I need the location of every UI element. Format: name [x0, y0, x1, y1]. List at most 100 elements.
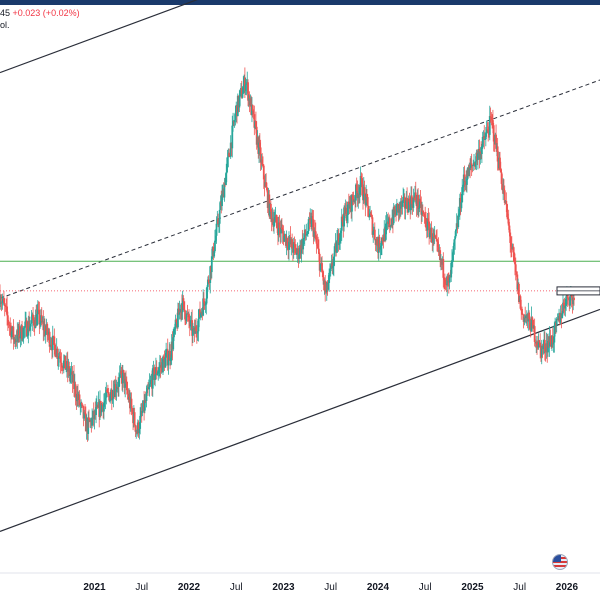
candle-body [492, 125, 495, 142]
x-tick-label: Jul [135, 582, 148, 593]
us-flag-icon[interactable] [552, 554, 568, 570]
candle-body [378, 237, 381, 250]
candle-body [414, 192, 417, 201]
candle-body [552, 342, 555, 345]
candle-body [361, 178, 364, 196]
candle-body [229, 142, 232, 157]
candle-body [555, 318, 558, 325]
candle-body [392, 206, 395, 224]
candle-body [59, 358, 62, 363]
candle-body [317, 245, 320, 249]
candle-body [447, 275, 449, 281]
candle-body [258, 142, 261, 148]
top-strip [0, 0, 600, 5]
candle-body [427, 218, 430, 222]
candle-body [195, 326, 197, 332]
candle-body [234, 112, 237, 120]
channel-line-dashed-1 [0, 79, 600, 299]
candle-body [468, 165, 471, 177]
candle-body [369, 213, 372, 216]
candle-body [448, 274, 451, 283]
candle-body [521, 314, 524, 315]
candle-body [221, 194, 223, 207]
candle-body [115, 389, 118, 392]
candle-body [55, 356, 57, 358]
candle-body [562, 302, 564, 314]
candle-body [214, 235, 217, 241]
candle-body [25, 320, 28, 337]
candle-body [124, 379, 127, 388]
candle-body [406, 197, 408, 209]
candle-body [174, 319, 177, 329]
candle-body [539, 342, 542, 348]
candle-body [39, 322, 42, 325]
candle-body [32, 314, 34, 321]
candle-body [276, 223, 279, 228]
candle-body [162, 356, 164, 373]
candle-body [444, 284, 447, 285]
candle-body [462, 186, 464, 188]
candle-body [29, 326, 31, 330]
candle-body [516, 274, 519, 290]
candle-body [240, 87, 243, 98]
position-marker[interactable] [556, 286, 600, 296]
candle-body [36, 309, 39, 315]
candle-body [346, 214, 349, 221]
candle-body [395, 203, 398, 216]
candle-body [492, 120, 494, 126]
candle-body [310, 216, 313, 228]
candle-body [189, 320, 192, 327]
candle-body [8, 324, 11, 326]
candle-body [223, 183, 226, 198]
candle-body [84, 411, 86, 414]
candle-body [217, 218, 220, 225]
candle-body [417, 207, 420, 209]
candle-body [49, 344, 52, 347]
candle-body [207, 279, 210, 283]
candle-body [295, 247, 297, 255]
candle-body [231, 125, 234, 149]
candle-body [496, 146, 499, 162]
candle-body [6, 315, 9, 322]
candle-body [148, 384, 151, 388]
legend: 45 +0.023 (+0.02%) ol. [0, 7, 80, 31]
candle-body [340, 230, 342, 233]
candle-body [122, 370, 125, 374]
time-axis[interactable]: 2021 Jul 2022 Jul 2023 Jul 2024 Jul 2025 Jul 2026 [0, 572, 600, 593]
candle-body [247, 82, 249, 101]
candle-body [332, 266, 334, 269]
candle-body [313, 230, 316, 237]
candle-body [380, 237, 383, 246]
candle-body [262, 165, 265, 180]
x-tick-label: Jul [419, 582, 432, 593]
candle-body [451, 260, 453, 263]
candle-body [443, 279, 446, 285]
candle-body [525, 316, 527, 319]
x-tick-label: 2021 [83, 582, 106, 593]
candle-body [573, 297, 575, 301]
candle-body [353, 199, 356, 202]
candle-body [125, 381, 128, 391]
candle-body [266, 187, 268, 191]
candle-body [65, 369, 68, 370]
candle-body [172, 337, 175, 350]
candle-body [567, 298, 570, 300]
candle-body [228, 152, 231, 157]
candle-body [564, 305, 567, 309]
candle-body [104, 397, 107, 401]
candle-body [366, 193, 368, 198]
candle-body [514, 264, 517, 273]
candle-body [243, 77, 246, 92]
candle-body [318, 253, 321, 271]
candle-body [483, 135, 486, 140]
candle-body [258, 142, 260, 154]
candle-body [436, 241, 439, 247]
candle-body [40, 315, 43, 322]
candle-body [506, 204, 508, 218]
candle-body [479, 151, 482, 160]
candle-body [418, 198, 421, 208]
candle-body [542, 345, 545, 349]
candle-body [273, 216, 276, 222]
candle-body [154, 374, 157, 380]
